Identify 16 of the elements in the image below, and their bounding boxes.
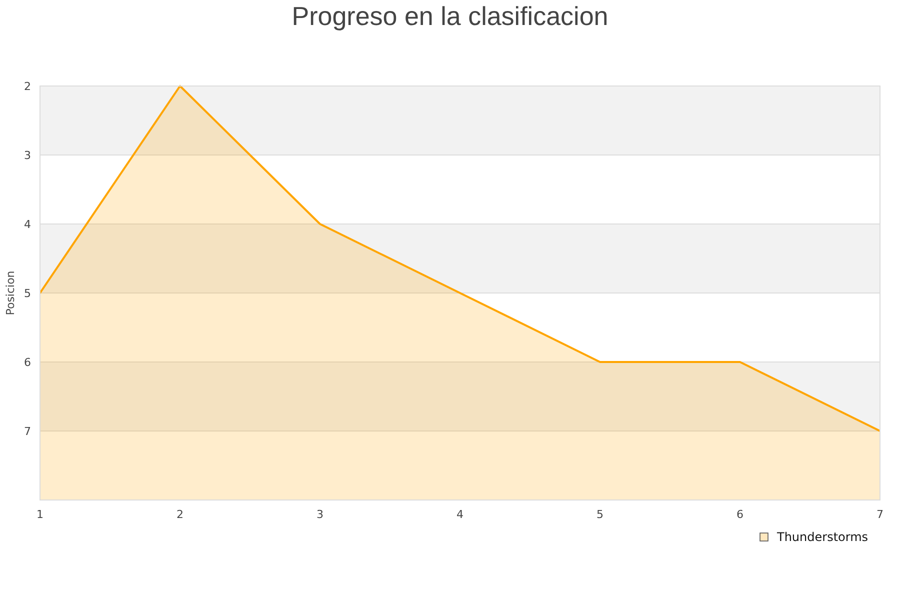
- x-tick-label: 3: [316, 508, 324, 521]
- x-tick-label: 6: [736, 508, 744, 521]
- y-tick-label: 3: [24, 148, 31, 162]
- legend-label: Thunderstorms: [776, 530, 868, 544]
- x-tick-label: 5: [596, 508, 604, 521]
- y-tick-label: 7: [24, 424, 31, 438]
- y-axis-title: Posicion: [4, 270, 17, 316]
- x-tick-label: 4: [456, 508, 464, 521]
- x-tick-label: 1: [36, 508, 44, 521]
- x-tick-label: 2: [176, 508, 184, 521]
- y-tick-label: 4: [24, 218, 31, 231]
- x-tick-label: 7: [876, 508, 884, 521]
- y-tick-label: 5: [24, 286, 31, 300]
- y-tick-label: 2: [24, 80, 31, 93]
- y-tick-label: 6: [24, 356, 31, 369]
- chart-title: Progreso en la clasificacion: [292, 1, 608, 31]
